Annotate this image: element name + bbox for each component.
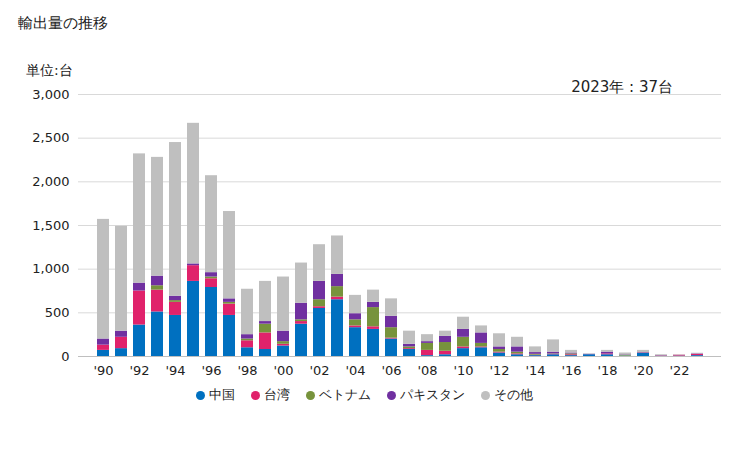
svg-text:'94: '94 [165, 363, 185, 378]
svg-text:'06: '06 [381, 363, 401, 378]
html-text:台湾: 台湾 [264, 387, 290, 402]
svg-text:'12: '12 [489, 363, 509, 378]
html-text:パキスタン: パキスタン [400, 387, 465, 402]
svg-text:'90: '90 [93, 363, 113, 378]
html-text:中国: 中国 [209, 387, 235, 402]
svg-text:'00: '00 [273, 363, 293, 378]
svg-text:'16: '16 [561, 363, 581, 378]
svg-text:'92: '92 [129, 363, 149, 378]
html-text:2023年 : 37台: 2023年 : 37台 [571, 78, 673, 96]
svg-text:'96: '96 [201, 363, 221, 378]
svg-text:500: 500 [45, 305, 70, 320]
svg-text:2,500: 2,500 [32, 130, 69, 145]
svg-text:'98: '98 [237, 363, 257, 378]
html-text:輸出量の推移: 輸出量の推移 [18, 14, 108, 32]
html-text:ベトナム: ベトナム [319, 387, 371, 402]
svg-text:0: 0 [61, 349, 69, 364]
svg-text:3,000: 3,000 [32, 87, 69, 102]
svg-text:'20: '20 [633, 363, 653, 378]
svg-text:'22: '22 [669, 363, 689, 378]
svg-text:'10: '10 [453, 363, 473, 378]
svg-text:'08: '08 [417, 363, 437, 378]
svg-text:'18: '18 [597, 363, 617, 378]
svg-text:'14: '14 [525, 363, 545, 378]
svg-text:1,000: 1,000 [32, 261, 69, 276]
svg-text:1,500: 1,500 [32, 218, 69, 233]
svg-text:'02: '02 [309, 363, 329, 378]
svg-text:'04: '04 [345, 363, 365, 378]
html-text:単位:台: 単位:台 [26, 62, 73, 78]
html-text:その他: その他 [494, 387, 533, 402]
svg-text:2,000: 2,000 [32, 174, 69, 189]
